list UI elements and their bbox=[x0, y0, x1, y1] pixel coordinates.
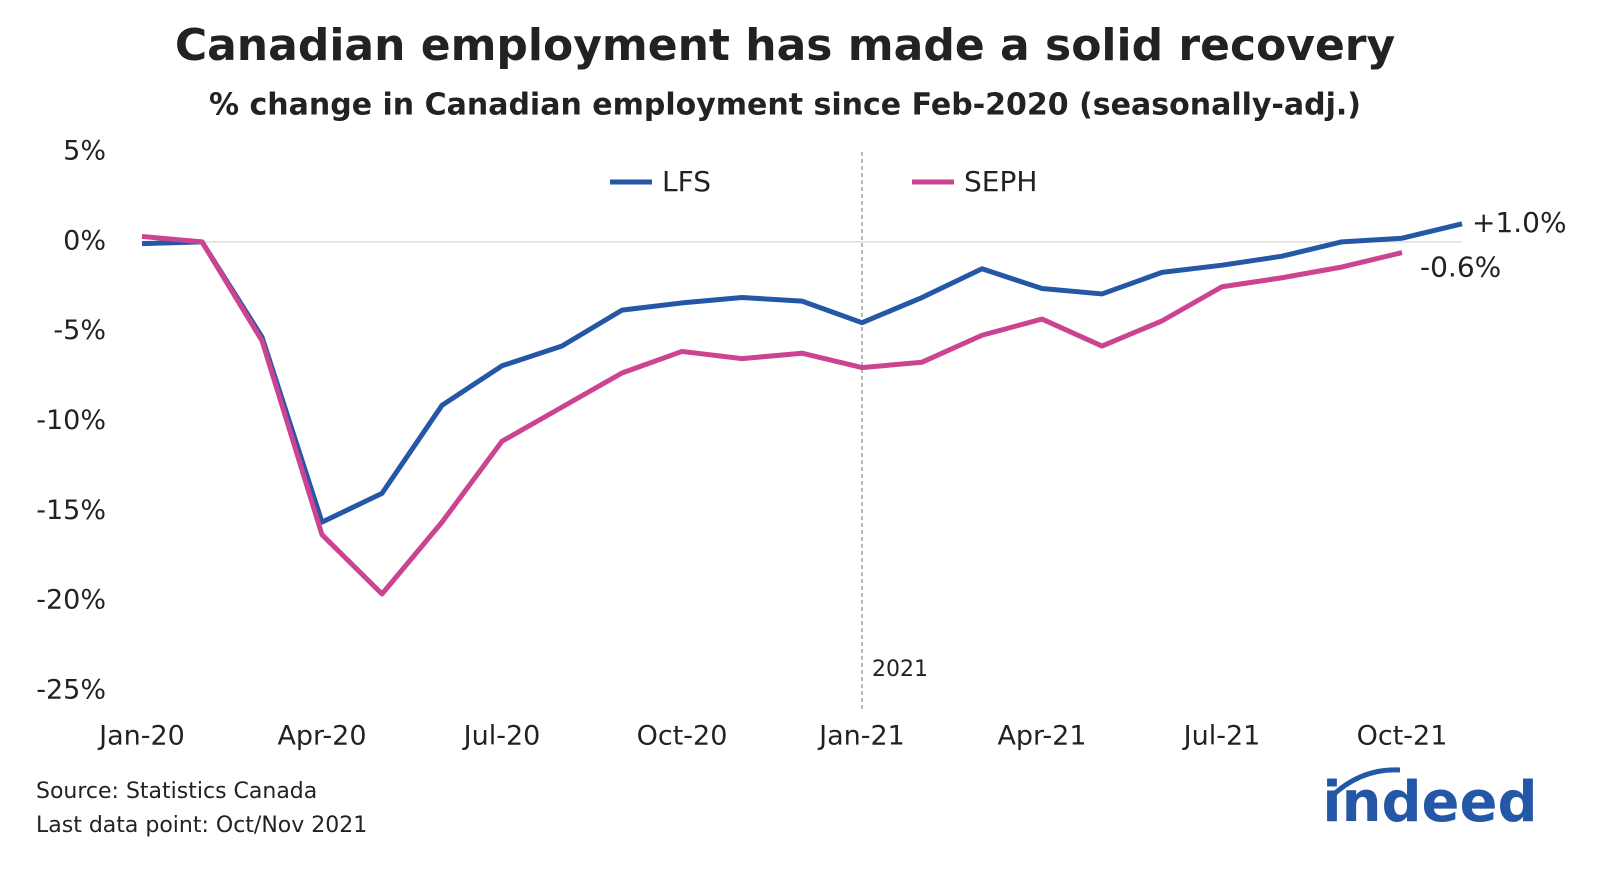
y-tick-label: -5% bbox=[53, 315, 106, 346]
x-tick-label: Jan-20 bbox=[97, 721, 185, 752]
line-series bbox=[141, 221, 1463, 525]
value-label: -0.6% bbox=[1420, 251, 1501, 284]
y-tick-label: -15% bbox=[36, 495, 106, 526]
y-tick-label: 0% bbox=[63, 225, 106, 256]
y-tick-label: 5% bbox=[63, 136, 106, 167]
x-tick-label: Oct-21 bbox=[1357, 721, 1448, 752]
logo-arc bbox=[1328, 767, 1401, 800]
legend-label: SEPH bbox=[964, 165, 1037, 198]
source: Source: Statistics Canada bbox=[36, 779, 317, 804]
y-tick-label: -25% bbox=[36, 675, 106, 706]
value-label: +1.0% bbox=[1472, 206, 1567, 239]
x-tick-label: Jul-20 bbox=[462, 721, 541, 752]
x-tick-label: Apr-20 bbox=[277, 721, 366, 752]
note: Last data point: Oct/Nov 2021 bbox=[36, 813, 367, 838]
x-tick-label: Jan-21 bbox=[817, 721, 905, 752]
logo: indeed bbox=[1322, 770, 1537, 835]
chart-title: Canadian employment has made a solid rec… bbox=[175, 20, 1395, 71]
annotation: 2021 bbox=[872, 657, 928, 682]
legend-label: LFS bbox=[662, 165, 711, 198]
y-tick-label: -20% bbox=[36, 585, 106, 616]
x-tick-label: Oct-20 bbox=[637, 721, 728, 752]
x-tick-label: Jul-21 bbox=[1182, 721, 1261, 752]
y-tick-label: -10% bbox=[36, 405, 106, 436]
x-tick-label: Apr-21 bbox=[997, 721, 1086, 752]
line-series bbox=[141, 233, 1403, 597]
chart-subtitle: % change in Canadian employment since Fe… bbox=[209, 88, 1361, 123]
